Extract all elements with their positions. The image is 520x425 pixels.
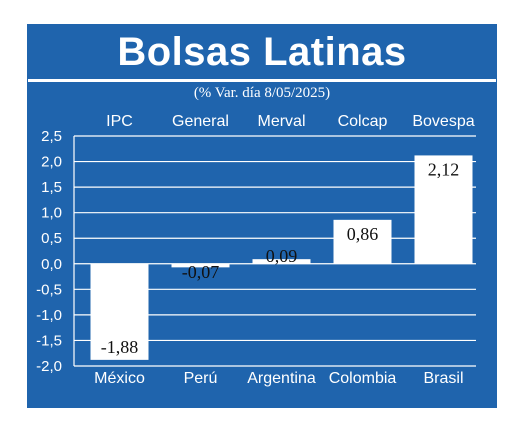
bar-chart: 2,5 2,0 1,5 1,0 0,5 0,0 -0,5 -1,0 -1,5 -2,0 -1,88 I… (36, 113, 476, 387)
value-label: -1,88 (101, 337, 139, 357)
y-tick-label: 2,5 (41, 128, 62, 145)
bar (90, 263, 149, 360)
bar (333, 219, 392, 264)
category-label: General (172, 113, 229, 130)
country-label: Brasil (423, 370, 463, 387)
bar (171, 263, 230, 268)
chart-panel: Bolsas Latinas (% Var. día 8/05/2025) 2,… (28, 25, 496, 407)
y-tick-label: 0,5 (41, 230, 62, 247)
chart-title: Bolsas Latinas (117, 29, 407, 74)
category-label: IPC (106, 113, 133, 130)
category-label: Colcap (338, 113, 388, 130)
y-tick-label: 0,0 (41, 256, 62, 273)
value-label: -0,07 (182, 262, 220, 282)
y-tick-label: 1,0 (41, 205, 62, 222)
value-label: 2,12 (428, 159, 460, 179)
y-tick-label: -2,0 (36, 358, 62, 375)
y-tick-label: -1,5 (36, 332, 62, 349)
y-tick-label: -1,0 (36, 307, 62, 324)
y-tick-label: -0,5 (36, 281, 62, 298)
country-label: México (94, 370, 145, 387)
country-label: Perú (184, 370, 218, 387)
title-band: Bolsas Latinas (28, 25, 496, 82)
category-label: Merval (257, 113, 305, 130)
category-label: Bovespa (412, 113, 474, 130)
y-tick-label: 2,0 (41, 154, 62, 171)
country-label: Argentina (247, 370, 316, 387)
value-label: 0,09 (266, 246, 298, 266)
chart-subtitle: (% Var. día 8/05/2025) (193, 85, 331, 101)
value-label: 0,86 (347, 224, 379, 244)
bar (414, 155, 473, 264)
bar (252, 259, 311, 264)
country-label: Colombia (329, 370, 397, 387)
y-tick-label: 1,5 (41, 179, 62, 196)
